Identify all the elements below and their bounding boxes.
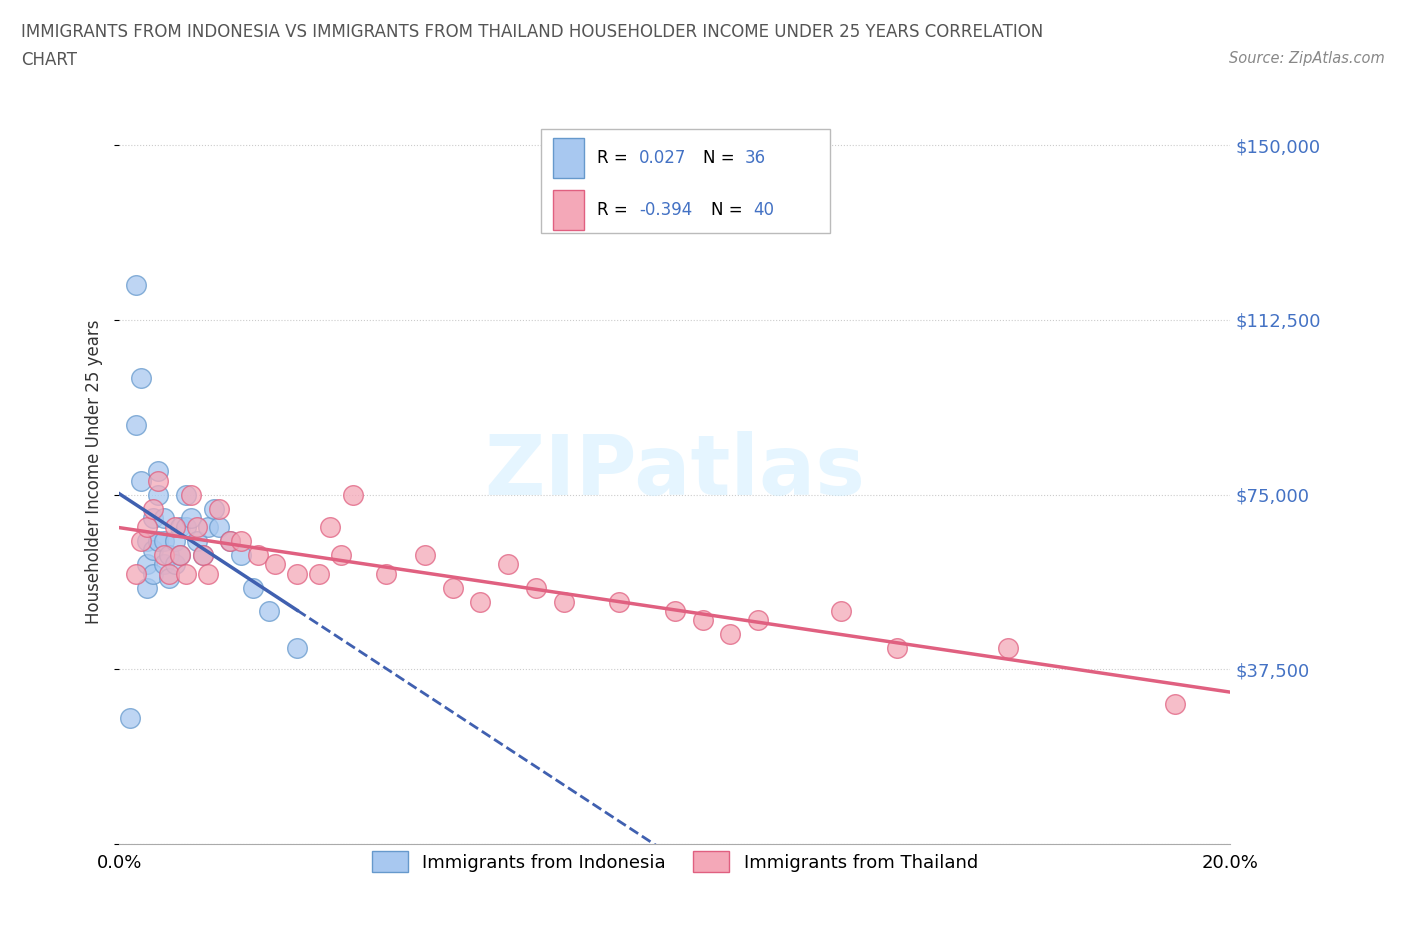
Point — [157, 548, 180, 563]
Point — [342, 487, 364, 502]
Point — [174, 566, 197, 581]
Point — [125, 418, 148, 432]
Point — [692, 613, 714, 628]
Point — [191, 548, 214, 563]
Point — [830, 604, 852, 618]
Point — [263, 557, 285, 572]
Point — [169, 520, 191, 535]
Text: 40: 40 — [754, 201, 775, 219]
Point — [231, 534, 253, 549]
Point — [157, 571, 180, 586]
Point — [308, 566, 330, 581]
Point — [285, 641, 308, 656]
Point — [131, 473, 153, 488]
Text: R =: R = — [598, 201, 633, 219]
Point — [607, 594, 630, 609]
Point — [664, 604, 686, 618]
Point — [886, 641, 908, 656]
Point — [524, 580, 547, 595]
Point — [174, 487, 197, 502]
Point — [1164, 697, 1187, 711]
Point — [259, 604, 281, 618]
Point — [125, 566, 148, 581]
Point — [374, 566, 396, 581]
Point — [197, 566, 219, 581]
Point — [142, 511, 165, 525]
Point — [180, 511, 202, 525]
Point — [169, 548, 191, 563]
Text: CHART: CHART — [21, 51, 77, 69]
Point — [152, 534, 174, 549]
Point — [208, 520, 231, 535]
Point — [174, 520, 197, 535]
Point — [247, 548, 270, 563]
Point — [136, 580, 159, 595]
Point — [136, 557, 159, 572]
Point — [163, 557, 186, 572]
Point — [186, 534, 208, 549]
Point — [131, 371, 153, 386]
Point — [152, 511, 174, 525]
Point — [152, 548, 174, 563]
Text: N =: N = — [711, 201, 748, 219]
Point — [747, 613, 769, 628]
Point — [208, 501, 231, 516]
Text: 0.027: 0.027 — [640, 149, 686, 166]
Point — [152, 557, 174, 572]
Point — [231, 548, 253, 563]
Legend: Immigrants from Indonesia, Immigrants from Thailand: Immigrants from Indonesia, Immigrants fr… — [364, 844, 986, 880]
Point — [142, 566, 165, 581]
Point — [718, 627, 741, 642]
Point — [180, 487, 202, 502]
Point — [242, 580, 264, 595]
Point — [191, 548, 214, 563]
Point — [197, 520, 219, 535]
Point — [285, 566, 308, 581]
Point — [146, 487, 169, 502]
Point — [146, 534, 169, 549]
Point — [413, 548, 436, 563]
Point — [470, 594, 492, 609]
Point — [146, 473, 169, 488]
Text: 36: 36 — [745, 149, 766, 166]
Y-axis label: Householder Income Under 25 years: Householder Income Under 25 years — [86, 319, 103, 623]
Point — [163, 534, 186, 549]
FancyBboxPatch shape — [541, 128, 831, 232]
Point — [219, 534, 242, 549]
Point — [136, 520, 159, 535]
Point — [441, 580, 464, 595]
Point — [330, 548, 353, 563]
FancyBboxPatch shape — [553, 138, 583, 178]
Point — [496, 557, 519, 572]
Point — [553, 594, 575, 609]
Point — [186, 520, 208, 535]
Point — [120, 711, 142, 725]
Point — [319, 520, 342, 535]
Text: ZIPatlas: ZIPatlas — [484, 431, 865, 512]
Point — [142, 543, 165, 558]
Text: Source: ZipAtlas.com: Source: ZipAtlas.com — [1229, 51, 1385, 66]
Text: -0.394: -0.394 — [640, 201, 693, 219]
Text: N =: N = — [703, 149, 740, 166]
Point — [163, 520, 186, 535]
Point — [219, 534, 242, 549]
Point — [146, 464, 169, 479]
Point — [125, 277, 148, 292]
Point — [136, 534, 159, 549]
Text: IMMIGRANTS FROM INDONESIA VS IMMIGRANTS FROM THAILAND HOUSEHOLDER INCOME UNDER 2: IMMIGRANTS FROM INDONESIA VS IMMIGRANTS … — [21, 23, 1043, 41]
Point — [997, 641, 1019, 656]
FancyBboxPatch shape — [553, 190, 583, 230]
Point — [169, 548, 191, 563]
Text: R =: R = — [598, 149, 633, 166]
Point — [142, 501, 165, 516]
Point — [202, 501, 225, 516]
Point — [131, 534, 153, 549]
Point — [157, 566, 180, 581]
